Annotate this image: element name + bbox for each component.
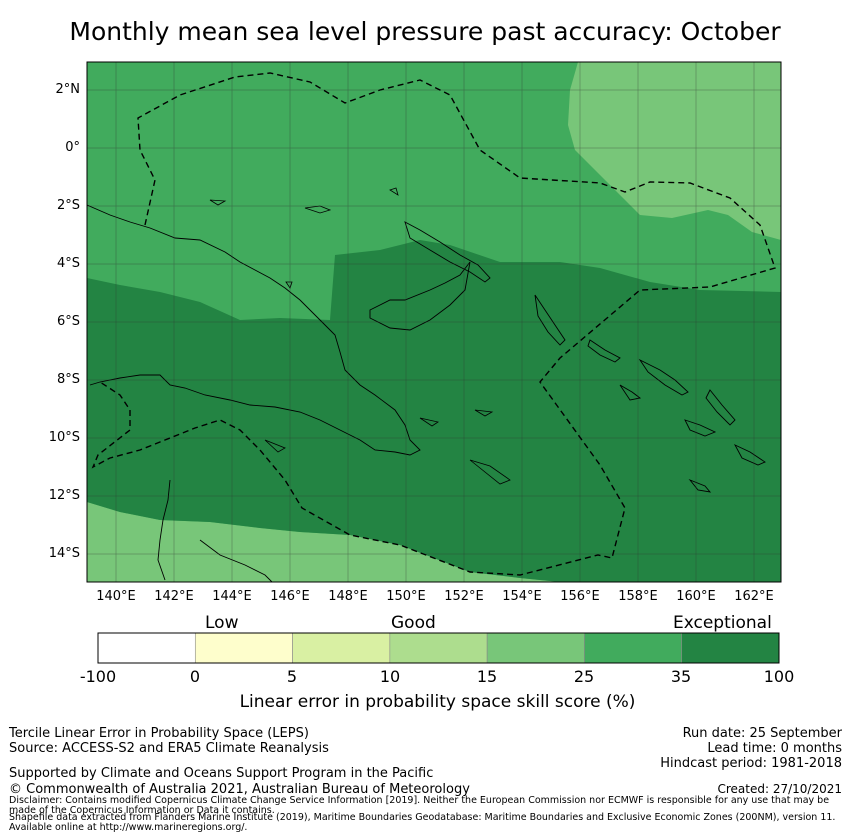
lat-label: 14°S xyxy=(48,546,80,561)
bougainville-coastline xyxy=(534,294,566,346)
lon-label: 156°E xyxy=(560,589,600,604)
graticule xyxy=(87,62,781,582)
lat-label: 12°S xyxy=(48,488,80,503)
colorbar-tick: 10 xyxy=(379,667,401,686)
lon-label: 152°E xyxy=(444,589,484,604)
lon-label: 162°E xyxy=(734,589,774,604)
colorbar-tick: 15 xyxy=(476,667,498,686)
colorbar-swatch xyxy=(194,632,293,664)
support-note: Supported by Climate and Oceans Support … xyxy=(9,766,434,781)
category-low: Low xyxy=(205,613,239,633)
lat-label: 2°N xyxy=(55,82,81,97)
lon-label: 146°E xyxy=(270,589,310,604)
moderate-skill-region-sw xyxy=(87,502,560,582)
lon-label: 140°E xyxy=(96,589,136,604)
lat-label: 0° xyxy=(65,140,80,155)
disclaimer: Disclaimer: Contains modified Copernicus… xyxy=(9,795,830,816)
category-exceptional: Exceptional xyxy=(673,613,772,633)
colorbar-swatch xyxy=(389,632,488,664)
new-ireland-coastline xyxy=(404,221,491,283)
colorbar-swatch xyxy=(584,632,683,664)
colorbar-tick: 25 xyxy=(573,667,595,686)
solomon-islands-coastline xyxy=(587,339,766,493)
moderate-skill-region-ne xyxy=(568,62,781,240)
small-islands xyxy=(209,187,511,485)
category-good: Good xyxy=(391,613,436,633)
exceptional-skill-region xyxy=(87,240,781,582)
australia-coastline xyxy=(157,479,273,582)
colorbar-swatch xyxy=(681,632,780,664)
method-note: Tercile Linear Error in Probability Spac… xyxy=(9,726,309,741)
new-britain-coastline xyxy=(369,261,471,331)
colorbar-swatch xyxy=(292,632,391,664)
colorbar-swatch xyxy=(97,632,196,664)
map-title: Monthly mean sea level pressure past acc… xyxy=(69,17,781,46)
lat-label: 10°S xyxy=(48,430,80,445)
lon-label: 148°E xyxy=(328,589,368,604)
source-note: Source: ACCESS-S2 and ERA5 Climate Reana… xyxy=(9,741,329,756)
colorbar-frame xyxy=(97,632,780,664)
lat-label: 6°S xyxy=(56,314,80,329)
colorbar-label: Linear error in probability space skill … xyxy=(239,692,636,712)
new-guinea-coastline xyxy=(87,204,421,456)
copyright-note: © Commonwealth of Australia 2021, Austra… xyxy=(9,782,470,797)
shapefile-credit: Shapefile data extracted from Flanders M… xyxy=(9,812,836,833)
colorbar-tick: 0 xyxy=(189,667,201,686)
lon-label: 142°E xyxy=(154,589,194,604)
colorbar-tick: 100 xyxy=(763,667,795,686)
lon-label: 158°E xyxy=(618,589,658,604)
skill-map xyxy=(86,61,782,583)
lat-label: 2°S xyxy=(56,198,80,213)
lat-label: 4°S xyxy=(56,256,80,271)
lat-label: 8°S xyxy=(56,372,80,387)
lon-label: 160°E xyxy=(676,589,716,604)
colorbar xyxy=(97,632,780,664)
colorbar-tick: 35 xyxy=(670,667,692,686)
lon-label: 144°E xyxy=(212,589,252,604)
lon-label: 154°E xyxy=(502,589,542,604)
colorbar-tick: -100 xyxy=(79,667,117,686)
map-frame xyxy=(86,61,782,583)
run-date: Run date: 25 September xyxy=(682,726,842,741)
lon-label: 150°E xyxy=(386,589,426,604)
colorbar-swatch xyxy=(486,632,585,664)
created-date: Created: 27/10/2021 xyxy=(717,782,842,796)
hindcast-period: Hindcast period: 1981-2018 xyxy=(660,756,842,771)
colorbar-tick: 5 xyxy=(286,667,298,686)
lead-time: Lead time: 0 months xyxy=(707,741,842,756)
